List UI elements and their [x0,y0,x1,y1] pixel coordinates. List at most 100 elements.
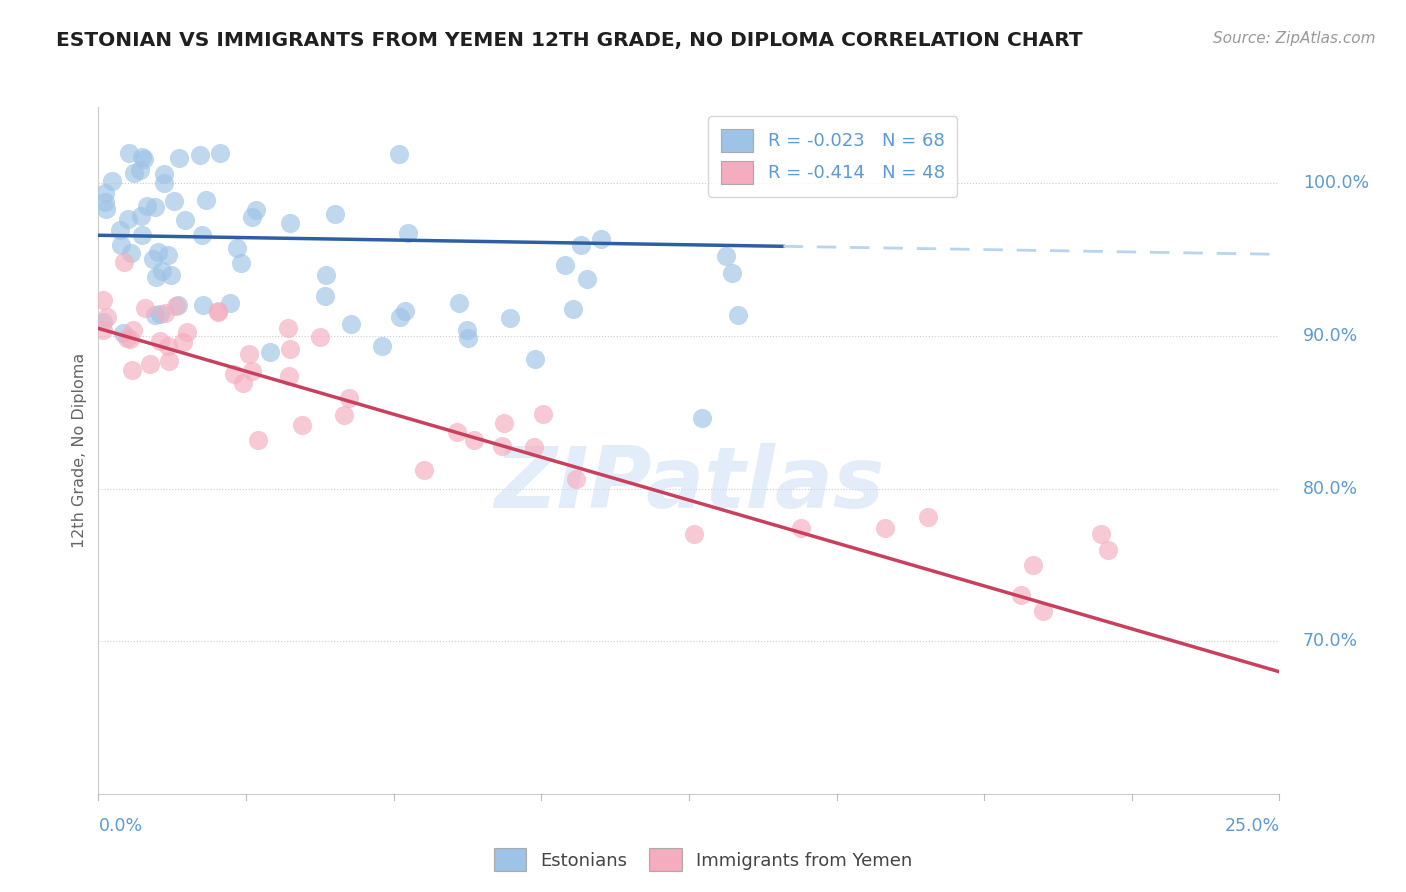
Point [231,256,253,270]
Point [1032,604,1054,618]
Point [446,425,468,440]
Point [240,364,263,378]
Point [280,342,302,356]
Point [117,212,139,227]
Point [188,148,211,162]
Point [110,238,132,252]
Point [118,145,141,160]
Point [145,269,167,284]
Point [143,200,166,214]
Point [396,227,419,241]
Point [142,252,165,266]
Point [491,440,513,454]
Point [153,176,176,190]
Point [157,354,180,368]
Point [222,367,245,381]
Point [167,298,190,312]
Point [562,302,585,317]
Point [721,267,744,281]
Legend: R = -0.023   N = 68, R = -0.414   N = 48: R = -0.023 N = 68, R = -0.414 N = 48 [709,116,957,197]
Point [191,298,214,312]
Point [208,145,231,160]
Point [131,150,153,164]
Point [139,357,162,371]
Point [218,295,240,310]
Point [165,299,187,313]
Point [207,305,229,319]
Point [314,289,336,303]
Point [576,272,599,286]
Text: ESTONIAN VS IMMIGRANTS FROM YEMEN 12TH GRADE, NO DIPLOMA CORRELATION CHART: ESTONIAN VS IMMIGRANTS FROM YEMEN 12TH G… [56,31,1083,50]
Point [1097,542,1119,557]
Point [174,213,197,227]
Point [157,248,180,262]
Point [94,202,117,216]
Point [727,308,749,322]
Point [917,510,939,524]
Point [388,146,411,161]
Point [692,410,714,425]
Point [278,215,301,229]
Point [259,344,281,359]
Text: 80.0%: 80.0% [1303,480,1358,498]
Point [118,332,141,346]
Point [240,210,263,224]
Point [150,264,173,278]
Point [194,193,217,207]
Point [96,310,118,324]
Point [492,416,515,430]
Point [394,304,416,318]
Point [524,352,547,367]
Point [232,376,254,391]
Point [94,195,117,210]
Point [207,304,229,318]
Point [121,363,143,377]
Point [340,317,363,331]
Text: 90.0%: 90.0% [1303,327,1358,345]
Point [145,308,167,322]
Point [457,331,479,345]
Point [134,301,156,316]
Point [153,306,176,320]
Point [91,322,114,336]
Point [156,339,179,353]
Point [128,163,150,178]
Point [370,338,392,352]
Point [531,407,554,421]
Point [554,258,576,272]
Point [132,152,155,166]
Point [117,331,139,345]
Point [238,347,260,361]
Point [146,244,169,259]
Point [315,268,337,282]
Point [172,334,194,349]
Point [278,369,301,384]
Point [149,334,172,348]
Point [456,323,478,337]
Point [447,295,470,310]
Point [247,433,270,447]
Point [309,330,332,344]
Point [131,209,153,223]
Point [337,392,360,406]
Point [1022,558,1045,572]
Legend: Estonians, Immigrants from Yemen: Estonians, Immigrants from Yemen [486,841,920,879]
Point [160,268,183,282]
Text: 25.0%: 25.0% [1225,817,1279,835]
Text: ZIPatlas: ZIPatlas [494,443,884,526]
Point [1010,589,1032,603]
Point [167,151,190,165]
Point [122,166,145,180]
Point [112,326,135,340]
Point [333,409,356,423]
Point [714,250,737,264]
Point [463,433,485,447]
Point [498,311,520,326]
Point [101,174,124,188]
Text: 70.0%: 70.0% [1303,632,1358,650]
Point [149,308,172,322]
Point [120,245,142,260]
Point [291,418,314,433]
Point [225,241,247,255]
Point [325,207,347,221]
